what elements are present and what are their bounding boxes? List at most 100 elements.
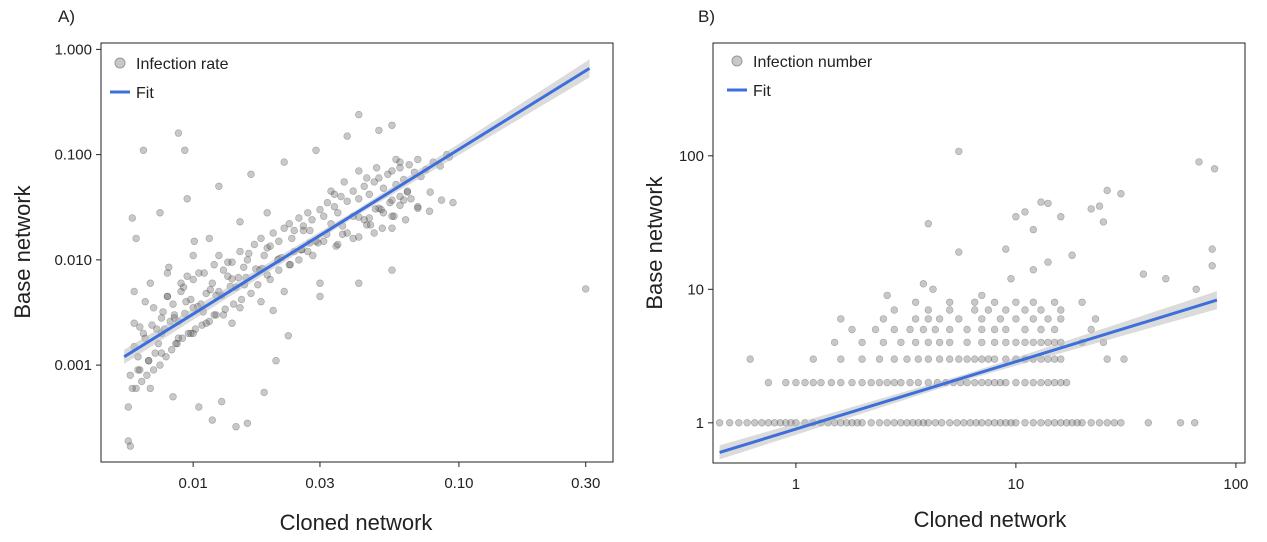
data-point: [280, 287, 288, 296]
data-point: [306, 226, 314, 235]
y-tick-label: 0.100: [54, 147, 92, 164]
data-point: [388, 212, 396, 220]
data-point: [903, 419, 911, 427]
data-point: [1029, 419, 1038, 427]
fit-line: [719, 298, 1218, 454]
data-point: [141, 298, 149, 306]
legend-label-fit-a: Fit: [136, 85, 154, 102]
data-point: [1044, 258, 1052, 266]
data-point: [151, 349, 159, 357]
data-point: [809, 355, 817, 363]
panel-a-label: A): [58, 7, 75, 26]
data-point: [232, 423, 240, 431]
data-point: [247, 170, 255, 179]
data-point: [243, 419, 252, 427]
data-point: [978, 355, 986, 363]
data-point: [715, 419, 724, 427]
data-point: [1029, 315, 1038, 323]
data-point: [1139, 270, 1148, 278]
data-point: [323, 198, 332, 207]
data-point: [1029, 298, 1038, 306]
data-point: [187, 295, 195, 304]
data-point: [867, 419, 875, 427]
data-point: [919, 325, 928, 334]
data-point: [1050, 355, 1059, 363]
data-point: [909, 419, 917, 427]
data-point: [1062, 378, 1071, 387]
data-point: [284, 332, 292, 340]
data-point: [183, 195, 191, 203]
data-point: [334, 240, 342, 249]
data-point: [343, 197, 351, 206]
data-point: [830, 338, 839, 347]
data-point: [169, 300, 177, 308]
data-point: [1007, 419, 1015, 427]
data-point: [228, 319, 236, 327]
data-point: [414, 155, 422, 164]
data-point: [304, 247, 312, 256]
data-point: [1087, 205, 1095, 213]
data-point: [349, 187, 357, 195]
data-point: [1029, 225, 1038, 234]
data-point: [206, 286, 215, 294]
data-point: [426, 188, 434, 196]
data-point: [215, 251, 223, 260]
data-point: [136, 323, 144, 331]
data-point: [935, 315, 944, 323]
data-point: [245, 249, 253, 258]
data-point: [343, 132, 351, 140]
panel-b-x-axis-title: Cloned network: [914, 507, 1068, 532]
data-point: [1190, 419, 1199, 427]
data-point: [138, 377, 146, 386]
data-point: [178, 334, 187, 342]
data-point: [290, 226, 298, 235]
panel-a-fit: [123, 59, 591, 364]
data-point: [316, 279, 324, 287]
data-point: [978, 325, 986, 334]
data-point: [388, 167, 396, 175]
data-point: [375, 126, 383, 135]
panel-b-fit: [719, 291, 1218, 460]
data-point: [396, 164, 404, 172]
data-point: [1029, 266, 1038, 274]
data-point: [848, 378, 856, 387]
data-point: [1120, 355, 1128, 363]
data-point: [1176, 419, 1185, 427]
data-point: [403, 187, 412, 195]
data-point: [919, 419, 928, 427]
data-point: [375, 204, 383, 212]
data-point: [1037, 338, 1045, 347]
data-point: [984, 378, 993, 387]
data-point: [809, 378, 817, 387]
data-point: [875, 419, 884, 427]
data-point: [1029, 378, 1038, 387]
data-point: [128, 384, 137, 393]
data-point: [360, 216, 368, 224]
data-point: [764, 419, 773, 427]
data-point: [260, 251, 268, 260]
data-point: [890, 419, 898, 427]
data-point: [299, 222, 308, 230]
data-point: [163, 292, 172, 301]
data-point: [229, 300, 238, 308]
panel-a-ticks: 0.01 0.03 0.10 0.30 0.001 0.010 0.100 1.000: [54, 41, 600, 492]
data-point: [1208, 245, 1216, 253]
data-point: [903, 355, 911, 363]
data-point: [355, 279, 363, 287]
data-point: [1103, 186, 1111, 195]
data-point: [937, 419, 946, 427]
data-point: [837, 315, 845, 323]
panel-b: B) 1 10 100 1 10 100 Cloned network Base netw…: [642, 7, 1248, 532]
data-point: [1144, 419, 1153, 427]
legend-label-fit-b: Fit: [753, 83, 771, 100]
data-point: [205, 234, 214, 243]
data-point: [875, 378, 884, 387]
data-point: [883, 378, 891, 387]
data-point: [224, 258, 232, 266]
data-point: [228, 258, 236, 266]
data-point: [1037, 378, 1045, 387]
data-point: [372, 164, 381, 172]
data-point: [924, 306, 932, 314]
data-point: [1037, 419, 1045, 427]
